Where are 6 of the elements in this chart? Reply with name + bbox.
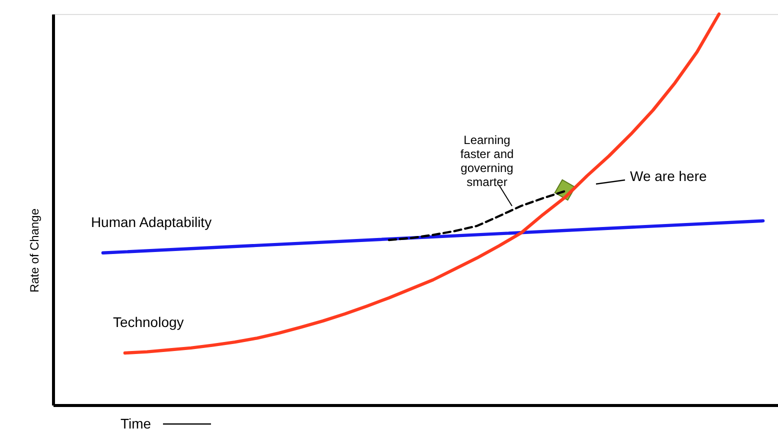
- annotation: Learning faster and governing smarter: [460, 133, 514, 189]
- y-axis-title: Rate of Change: [28, 208, 42, 293]
- annotation: We are here: [630, 168, 707, 184]
- series-label: Technology: [112, 314, 184, 330]
- x-axis-title: Time: [120, 416, 152, 432]
- series-label: Human Adaptability: [90, 214, 212, 230]
